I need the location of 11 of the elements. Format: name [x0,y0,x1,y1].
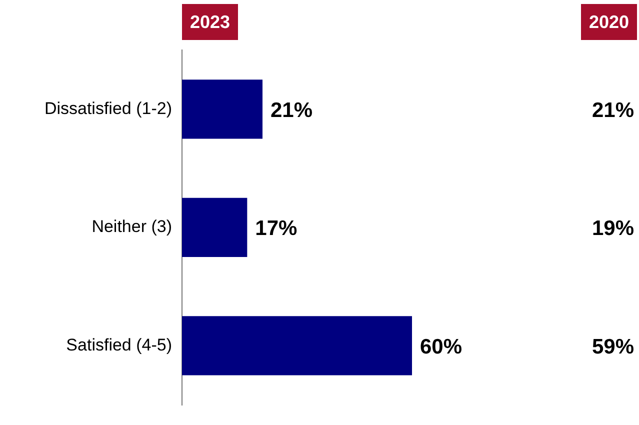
data-label: 17% [255,217,298,240]
text: 2023 [182,4,238,40]
y-tick-label: Dissatisfied (1-2) [44,98,172,118]
text: 19% [592,217,634,240]
data-label: 60% [420,335,462,358]
y-tick-label: Neither (3) [92,217,172,236]
text: 21% [592,98,634,122]
y-tick-label: Satisfied (4-5) [66,335,172,354]
data-label: 21% [270,98,313,122]
text: 2020 [580,4,637,40]
text: 59% [592,335,634,358]
